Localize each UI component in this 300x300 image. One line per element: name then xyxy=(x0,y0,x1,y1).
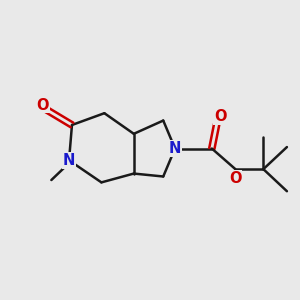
Text: O: O xyxy=(229,171,242,186)
Text: N: N xyxy=(169,141,181,156)
Text: O: O xyxy=(36,98,49,113)
Text: O: O xyxy=(214,109,226,124)
Text: O: O xyxy=(214,109,226,124)
Text: O: O xyxy=(229,171,242,186)
Text: N: N xyxy=(63,153,75,168)
Text: O: O xyxy=(36,98,49,113)
Text: N: N xyxy=(63,153,75,168)
Text: N: N xyxy=(169,141,181,156)
